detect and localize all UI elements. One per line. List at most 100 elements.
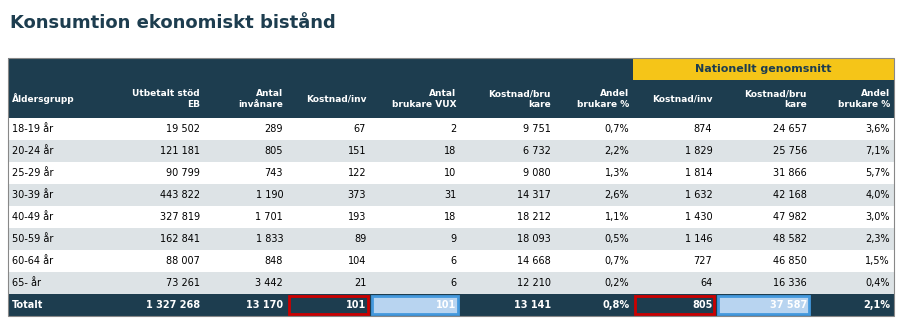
- Text: 193: 193: [348, 212, 366, 222]
- Bar: [287, 80, 370, 118]
- Bar: [8, 294, 103, 316]
- Bar: [370, 162, 460, 184]
- Bar: [287, 228, 370, 250]
- Bar: [103, 118, 204, 140]
- Bar: [716, 80, 811, 118]
- Bar: [811, 140, 894, 162]
- Text: 16 336: 16 336: [773, 278, 807, 288]
- Bar: [811, 184, 894, 206]
- Text: 122: 122: [347, 168, 366, 178]
- Text: 6: 6: [450, 256, 456, 266]
- Bar: [555, 250, 633, 272]
- Bar: [204, 206, 287, 228]
- Text: 64: 64: [700, 278, 713, 288]
- Bar: [370, 118, 460, 140]
- Text: 48 582: 48 582: [773, 234, 807, 244]
- Text: 0,7%: 0,7%: [604, 124, 630, 134]
- Text: 805: 805: [692, 300, 713, 310]
- Bar: [8, 206, 103, 228]
- Text: 67: 67: [354, 124, 366, 134]
- Text: 10: 10: [444, 168, 456, 178]
- Bar: [811, 206, 894, 228]
- Text: 3,0%: 3,0%: [866, 212, 890, 222]
- Bar: [370, 184, 460, 206]
- Text: 60-64 år: 60-64 år: [12, 256, 53, 266]
- Text: 46 850: 46 850: [773, 256, 807, 266]
- Text: 40-49 år: 40-49 år: [12, 212, 53, 222]
- Bar: [555, 80, 633, 118]
- Text: Totalt: Totalt: [12, 300, 43, 310]
- Bar: [460, 162, 555, 184]
- Bar: [287, 162, 370, 184]
- Text: 1 146: 1 146: [685, 234, 713, 244]
- Text: 743: 743: [264, 168, 283, 178]
- Text: 121 181: 121 181: [161, 146, 200, 156]
- Bar: [460, 250, 555, 272]
- Text: Antal
brukare VUX: Antal brukare VUX: [391, 89, 456, 109]
- Text: Antal
invånare: Antal invånare: [238, 89, 283, 109]
- Text: 848: 848: [265, 256, 283, 266]
- Bar: [460, 206, 555, 228]
- Bar: [716, 272, 811, 294]
- Text: 2,1%: 2,1%: [863, 300, 890, 310]
- Bar: [370, 140, 460, 162]
- Text: 65- år: 65- år: [12, 278, 41, 288]
- Text: 2,2%: 2,2%: [604, 146, 630, 156]
- Bar: [811, 80, 894, 118]
- Text: 9: 9: [450, 234, 456, 244]
- Text: 2: 2: [450, 124, 456, 134]
- Bar: [287, 206, 370, 228]
- Text: 12 210: 12 210: [517, 278, 551, 288]
- Text: 50-59 år: 50-59 år: [12, 234, 53, 244]
- Text: 2,6%: 2,6%: [604, 190, 630, 200]
- Bar: [633, 250, 716, 272]
- Text: 7,1%: 7,1%: [865, 146, 890, 156]
- Bar: [370, 80, 460, 118]
- Bar: [8, 80, 103, 118]
- Text: 104: 104: [348, 256, 366, 266]
- Bar: [103, 228, 204, 250]
- Text: 5,7%: 5,7%: [865, 168, 890, 178]
- Text: 13 170: 13 170: [246, 300, 283, 310]
- Bar: [103, 294, 204, 316]
- Text: 25 756: 25 756: [773, 146, 807, 156]
- Text: Nationellt genomsnitt: Nationellt genomsnitt: [695, 64, 832, 74]
- Bar: [103, 184, 204, 206]
- Text: 9 751: 9 751: [523, 124, 551, 134]
- Bar: [460, 228, 555, 250]
- Bar: [8, 272, 103, 294]
- Bar: [103, 250, 204, 272]
- Bar: [635, 296, 714, 314]
- Bar: [204, 118, 287, 140]
- Text: 162 841: 162 841: [161, 234, 200, 244]
- Bar: [8, 228, 103, 250]
- Bar: [8, 58, 894, 316]
- Bar: [204, 80, 287, 118]
- Text: 90 799: 90 799: [166, 168, 200, 178]
- Bar: [555, 272, 633, 294]
- Bar: [8, 184, 103, 206]
- Text: 47 982: 47 982: [773, 212, 807, 222]
- Text: 805: 805: [264, 146, 283, 156]
- Bar: [204, 140, 287, 162]
- Bar: [103, 206, 204, 228]
- Text: 1 701: 1 701: [255, 212, 283, 222]
- Bar: [633, 58, 894, 80]
- Text: 31: 31: [444, 190, 456, 200]
- Bar: [716, 162, 811, 184]
- Bar: [460, 80, 555, 118]
- Bar: [633, 272, 716, 294]
- Bar: [811, 162, 894, 184]
- Bar: [287, 118, 370, 140]
- Bar: [716, 118, 811, 140]
- Bar: [716, 250, 811, 272]
- Text: Kostnad/inv: Kostnad/inv: [652, 94, 713, 103]
- Bar: [204, 162, 287, 184]
- Text: 443 822: 443 822: [160, 190, 200, 200]
- Text: 0,7%: 0,7%: [604, 256, 630, 266]
- Bar: [716, 228, 811, 250]
- Text: 88 007: 88 007: [166, 256, 200, 266]
- Bar: [103, 162, 204, 184]
- Text: Andel
brukare %: Andel brukare %: [838, 89, 890, 109]
- Bar: [204, 184, 287, 206]
